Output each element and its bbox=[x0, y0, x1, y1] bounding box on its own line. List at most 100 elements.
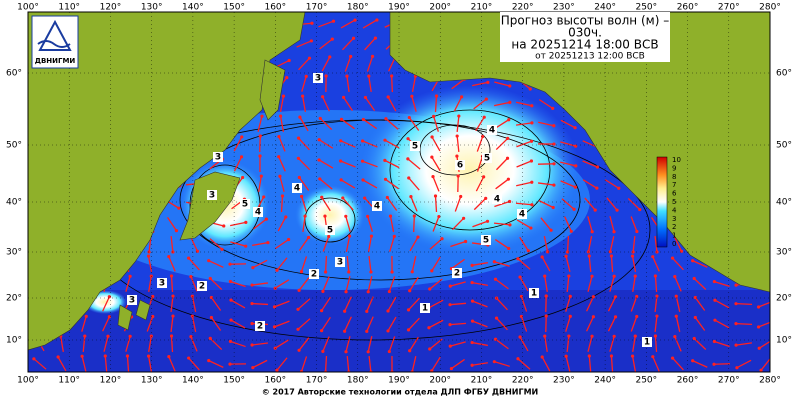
arrow-head bbox=[298, 115, 302, 119]
arrow-head bbox=[437, 214, 441, 219]
arrow-head bbox=[565, 250, 570, 254]
wave-arrow bbox=[433, 116, 439, 132]
wave-arrow bbox=[298, 277, 310, 291]
wave-arrow bbox=[277, 216, 287, 232]
wave-arrow bbox=[541, 356, 551, 372]
lon-label: 130° bbox=[141, 376, 163, 386]
arrow-head bbox=[670, 356, 675, 360]
arrow-head bbox=[83, 334, 87, 338]
wave-arrow bbox=[544, 335, 548, 353]
contour-label: 3 bbox=[215, 153, 221, 163]
arrow-head bbox=[317, 158, 321, 162]
wave-arrow bbox=[368, 75, 372, 93]
arrow-head bbox=[241, 175, 245, 180]
arrow-head bbox=[712, 339, 716, 344]
lon-label: 160° bbox=[264, 376, 286, 386]
wave-arrow bbox=[125, 336, 131, 352]
arrow-head bbox=[345, 74, 349, 78]
wave-arrow bbox=[208, 360, 224, 368]
lon-label: 170° bbox=[306, 3, 328, 13]
arrow-head bbox=[125, 354, 130, 358]
arrow-head bbox=[195, 249, 200, 253]
wave-arrow bbox=[428, 319, 444, 329]
contour-label-bg bbox=[452, 268, 462, 278]
wave-arrow bbox=[321, 296, 331, 312]
wave-arrow bbox=[758, 340, 770, 349]
wave-arrow bbox=[560, 161, 576, 167]
arrow-head bbox=[569, 229, 573, 233]
wave-arrow bbox=[368, 355, 372, 372]
wave-arrow bbox=[364, 97, 376, 111]
lon-label: 190° bbox=[388, 376, 410, 386]
lon-label: 240° bbox=[594, 376, 616, 386]
wave-arrow bbox=[475, 176, 485, 192]
contour-label: 3 bbox=[159, 279, 165, 289]
arrow-head bbox=[430, 135, 434, 139]
wave-arrow bbox=[190, 276, 198, 292]
arrow-head bbox=[262, 195, 266, 199]
wave-arrow bbox=[345, 336, 351, 352]
arrow-head bbox=[285, 75, 289, 80]
lat-label: 10° bbox=[776, 336, 792, 346]
wave-arrow bbox=[495, 338, 509, 350]
arrow-head bbox=[595, 186, 599, 190]
arrow-head bbox=[544, 314, 548, 318]
logo-text: ДВНИГМИ bbox=[35, 57, 76, 65]
wave-arrow bbox=[472, 220, 488, 228]
arrow-head bbox=[347, 234, 352, 238]
arrow-head bbox=[630, 354, 635, 358]
wave-arrow bbox=[343, 96, 353, 112]
wave-arrow bbox=[368, 255, 372, 273]
lon-label: 220° bbox=[512, 376, 534, 386]
arrow-head bbox=[228, 262, 232, 266]
arrow-head bbox=[343, 329, 347, 333]
arrow-head bbox=[506, 136, 510, 141]
wave-arrow bbox=[566, 335, 570, 353]
wave-arrow bbox=[210, 317, 222, 331]
wave-arrow bbox=[319, 178, 333, 190]
wave-arrow bbox=[257, 116, 263, 132]
arrow-head bbox=[470, 363, 474, 367]
lat-label: 50° bbox=[6, 141, 22, 151]
arrow-head bbox=[573, 185, 577, 189]
arrow-head bbox=[278, 174, 282, 178]
arrow-head bbox=[713, 298, 717, 302]
wave-arrow bbox=[408, 297, 420, 311]
lon-label: 110° bbox=[58, 3, 80, 13]
lat-label: 20° bbox=[6, 294, 22, 304]
contour-label-bg bbox=[207, 190, 217, 200]
wave-arrow bbox=[384, 139, 400, 149]
arrow-head bbox=[771, 238, 774, 241]
wave-arrow bbox=[476, 156, 484, 172]
arrow-head bbox=[734, 343, 738, 347]
arrow-head bbox=[448, 344, 452, 348]
wave-arrow bbox=[170, 335, 174, 353]
lon-label: 130° bbox=[141, 3, 163, 13]
wave-arrow bbox=[652, 256, 660, 272]
wave-arrow bbox=[475, 116, 485, 132]
wave-arrow bbox=[409, 236, 419, 252]
contour-label-bg bbox=[197, 281, 207, 291]
wave-arrow bbox=[297, 157, 311, 171]
wave-arrow bbox=[632, 335, 636, 353]
wave-arrow bbox=[391, 75, 393, 93]
contour-label: 6 bbox=[457, 161, 463, 171]
arrow-head bbox=[568, 294, 572, 298]
arrow-head bbox=[388, 214, 393, 218]
arrow-head bbox=[174, 229, 179, 233]
arrow-head bbox=[406, 308, 411, 312]
arrow-head bbox=[574, 164, 578, 168]
contour-label: 4 bbox=[255, 208, 261, 218]
colorbar-label: 7 bbox=[672, 181, 676, 189]
wave-arrow bbox=[191, 316, 197, 332]
arrow-head bbox=[482, 175, 486, 179]
wave-arrow bbox=[472, 300, 488, 308]
wave-arrow bbox=[367, 236, 373, 252]
arrow-head bbox=[612, 274, 616, 278]
arrow-head bbox=[508, 84, 512, 88]
wave-arrow bbox=[341, 37, 355, 51]
wave-arrow bbox=[126, 355, 130, 372]
arrow-head bbox=[187, 256, 191, 260]
wave-arrow bbox=[515, 202, 533, 206]
wave-arrow bbox=[230, 241, 246, 247]
